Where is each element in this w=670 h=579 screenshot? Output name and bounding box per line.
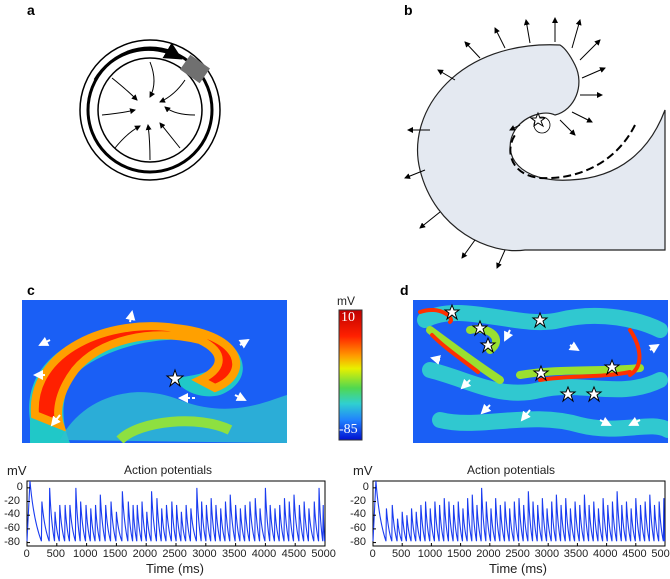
x-tick-label: 1000 [417, 548, 443, 560]
x-tick-label: 4000 [593, 548, 618, 560]
x-tick-label: 2500 [162, 548, 187, 560]
y-tick-label: -20 [4, 494, 20, 507]
x-tick-label: 0 [23, 548, 30, 560]
y-axis-label: mV [353, 463, 373, 478]
x-tick-label: 2000 [132, 548, 158, 560]
x-tick-label: 4500 [622, 548, 647, 560]
x-tick-label: 1500 [102, 548, 128, 560]
heatmap-c [22, 300, 287, 443]
reentry-ring-diagram [79, 39, 221, 181]
y-tick-label: -60 [350, 521, 366, 534]
x-tick-label: 1000 [73, 548, 98, 560]
x-tick-label: 500 [392, 548, 411, 560]
x-axis-label: Time (ms) [489, 561, 548, 576]
x-tick-label: 5000 [651, 548, 670, 560]
x-tick-label: 4500 [281, 548, 307, 560]
action-potential-trace [26, 480, 326, 542]
y-tick-label: -40 [350, 508, 366, 521]
x-tick-label: 500 [46, 548, 65, 560]
action-potential-trace [372, 480, 666, 542]
x-tick-label: 0 [369, 548, 376, 560]
colorbar-max: 10 [341, 310, 355, 325]
x-tick-label: 3000 [534, 548, 560, 560]
panel-label-a: a [27, 2, 35, 18]
panel-label-c: c [27, 282, 35, 298]
y-tick-label: 0 [16, 480, 23, 493]
x-tick-label: 4000 [251, 548, 277, 560]
star-icon [529, 111, 547, 128]
x-tick-label: 3500 [222, 548, 247, 560]
x-tick-label: 2500 [505, 548, 530, 560]
y-tick-label: -80 [350, 535, 366, 548]
x-tick-label: 1500 [447, 548, 472, 560]
x-axis-label: Time (ms) [146, 561, 205, 576]
heatmap-d [413, 300, 668, 443]
colorbar-unit: mV [337, 294, 355, 308]
y-tick-label: -80 [4, 535, 20, 548]
y-tick-label: -60 [4, 521, 20, 534]
colorbar [338, 309, 363, 441]
x-tick-label: 3000 [192, 548, 217, 560]
y-tick-label: -40 [4, 508, 20, 521]
y-tick-label: -20 [350, 494, 366, 507]
colorbar-min: -85 [339, 422, 358, 437]
panel-label-d: d [400, 282, 409, 298]
star-icon [165, 368, 185, 388]
chart-title: Action potentials [467, 463, 556, 477]
x-tick-label: 5000 [311, 548, 336, 560]
x-tick-label: 3500 [563, 548, 589, 560]
spiral-wave-diagram [404, 17, 666, 269]
block-region [180, 54, 210, 84]
y-tick-label: 0 [362, 480, 369, 493]
x-tick-label: 2000 [476, 548, 501, 560]
chart-title: Action potentials [124, 463, 213, 477]
y-axis-label: mV [7, 463, 27, 478]
panel-label-b: b [404, 2, 413, 18]
